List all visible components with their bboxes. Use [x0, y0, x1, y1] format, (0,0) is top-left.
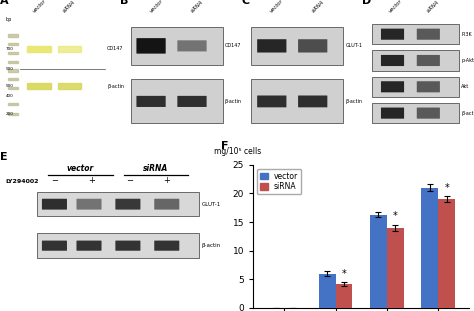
- FancyBboxPatch shape: [177, 96, 207, 107]
- FancyBboxPatch shape: [257, 39, 286, 53]
- Text: C: C: [241, 0, 249, 7]
- FancyBboxPatch shape: [42, 241, 67, 251]
- FancyBboxPatch shape: [177, 40, 207, 51]
- Text: β-actin: β-actin: [201, 243, 220, 248]
- Text: vector: vector: [269, 0, 284, 14]
- Text: siRNA: siRNA: [63, 0, 77, 14]
- Bar: [8, 113, 18, 115]
- Text: siRNA: siRNA: [426, 0, 441, 14]
- FancyBboxPatch shape: [417, 81, 440, 92]
- Text: +: +: [88, 176, 95, 185]
- Text: CD147: CD147: [225, 43, 241, 49]
- Bar: [27, 83, 51, 89]
- Text: β-actin: β-actin: [461, 111, 474, 116]
- Text: *: *: [342, 269, 346, 279]
- Text: 400: 400: [6, 94, 14, 98]
- FancyBboxPatch shape: [115, 241, 140, 251]
- Text: β-actin: β-actin: [225, 99, 242, 104]
- FancyBboxPatch shape: [381, 108, 404, 119]
- Text: A: A: [0, 0, 8, 7]
- Text: E: E: [0, 152, 8, 162]
- Text: 500: 500: [6, 67, 14, 71]
- Text: vector: vector: [388, 0, 403, 14]
- Text: CD147: CD147: [107, 46, 124, 51]
- Bar: [251, 27, 343, 65]
- FancyBboxPatch shape: [42, 199, 67, 210]
- Bar: [438, 199, 456, 308]
- FancyBboxPatch shape: [381, 81, 404, 92]
- Bar: [372, 24, 459, 44]
- Text: vector: vector: [31, 0, 46, 14]
- Text: GLUT-1: GLUT-1: [346, 43, 363, 49]
- Text: −: −: [51, 176, 58, 185]
- FancyBboxPatch shape: [417, 108, 440, 119]
- Bar: [8, 52, 18, 54]
- FancyBboxPatch shape: [154, 199, 179, 210]
- Bar: [131, 27, 223, 65]
- Bar: [8, 69, 18, 72]
- FancyBboxPatch shape: [381, 55, 404, 66]
- Bar: [37, 192, 199, 216]
- Text: −: −: [127, 176, 134, 185]
- Text: F: F: [221, 141, 228, 151]
- Bar: [8, 43, 18, 45]
- Bar: [8, 87, 18, 89]
- FancyBboxPatch shape: [154, 241, 179, 251]
- FancyBboxPatch shape: [76, 199, 101, 210]
- Bar: [37, 234, 199, 258]
- Text: 200: 200: [6, 112, 14, 116]
- Text: siRNA: siRNA: [190, 0, 204, 14]
- Bar: [372, 50, 459, 71]
- Text: +: +: [164, 176, 170, 185]
- Text: β-actin: β-actin: [107, 84, 124, 89]
- Text: GLUT-1: GLUT-1: [201, 202, 220, 207]
- Text: β-actin: β-actin: [346, 99, 363, 104]
- Text: vector: vector: [67, 164, 94, 173]
- Text: 700: 700: [6, 47, 14, 50]
- Bar: [8, 78, 18, 80]
- Text: bp: bp: [6, 17, 12, 22]
- Text: siRNA: siRNA: [310, 0, 325, 14]
- Text: Akt: Akt: [461, 84, 469, 89]
- Bar: [131, 80, 223, 123]
- Bar: [8, 103, 18, 105]
- Bar: [251, 80, 343, 123]
- Text: mg/10⁵ cells: mg/10⁵ cells: [214, 147, 262, 156]
- Text: siRNA: siRNA: [143, 164, 169, 173]
- Bar: [421, 188, 438, 308]
- Text: *: *: [393, 211, 398, 221]
- FancyBboxPatch shape: [76, 241, 101, 251]
- FancyBboxPatch shape: [381, 29, 404, 40]
- Text: LY294002: LY294002: [6, 179, 39, 184]
- Bar: [27, 46, 51, 52]
- Bar: [387, 228, 404, 308]
- Text: PI3K: PI3K: [461, 32, 472, 37]
- Bar: [336, 284, 353, 308]
- Bar: [372, 77, 459, 97]
- Text: B: B: [120, 0, 129, 7]
- Bar: [319, 274, 336, 308]
- Bar: [58, 46, 82, 52]
- FancyBboxPatch shape: [298, 39, 328, 53]
- Bar: [372, 103, 459, 123]
- FancyBboxPatch shape: [257, 95, 286, 107]
- Text: vector: vector: [148, 0, 164, 14]
- Bar: [8, 61, 18, 63]
- Bar: [370, 215, 387, 308]
- Text: 500: 500: [6, 84, 14, 88]
- FancyBboxPatch shape: [298, 95, 328, 107]
- Bar: [8, 34, 18, 36]
- FancyBboxPatch shape: [417, 55, 440, 66]
- Bar: [58, 83, 82, 89]
- Text: *: *: [445, 183, 449, 193]
- FancyBboxPatch shape: [137, 38, 166, 53]
- Text: p-Akt: p-Akt: [461, 58, 474, 63]
- FancyBboxPatch shape: [137, 96, 166, 107]
- FancyBboxPatch shape: [417, 29, 440, 40]
- FancyBboxPatch shape: [115, 199, 140, 210]
- Legend: vector, siRNA: vector, siRNA: [257, 169, 301, 194]
- Text: D: D: [362, 0, 371, 7]
